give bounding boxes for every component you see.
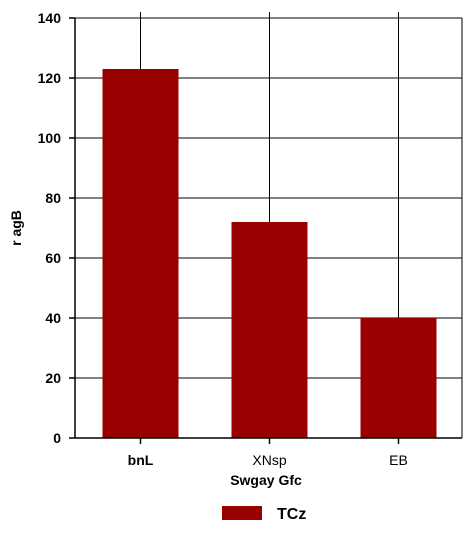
y-tick-label: 0 xyxy=(53,430,61,446)
x-axis-title: Swgay Gfc xyxy=(230,472,302,488)
bars xyxy=(102,69,437,438)
bar-bnL xyxy=(102,69,179,438)
x-tick-labels: bnL XNsp EB xyxy=(128,452,408,468)
y-tick-label: 20 xyxy=(45,370,61,386)
x-tick-label: XNsp xyxy=(252,452,286,468)
y-tick-label: 60 xyxy=(45,250,61,266)
x-tick-label: EB xyxy=(389,452,408,468)
x-tick-label: bnL xyxy=(128,452,154,468)
y-tick-label: 80 xyxy=(45,190,61,206)
legend: TCz xyxy=(222,506,306,523)
y-tick-label: 140 xyxy=(38,10,62,26)
legend-swatch xyxy=(222,506,262,520)
axes xyxy=(69,17,463,444)
legend-label: TCz xyxy=(277,506,306,523)
bar-EB xyxy=(360,318,437,438)
bar-XNsp xyxy=(231,222,308,438)
y-tick-label: 100 xyxy=(38,130,62,146)
y-axis-title: r agB xyxy=(8,210,24,246)
y-tick-label: 120 xyxy=(38,70,62,86)
y-tick-label: 40 xyxy=(45,310,61,326)
y-tick-labels: 0 20 40 60 80 100 120 140 xyxy=(38,10,62,446)
